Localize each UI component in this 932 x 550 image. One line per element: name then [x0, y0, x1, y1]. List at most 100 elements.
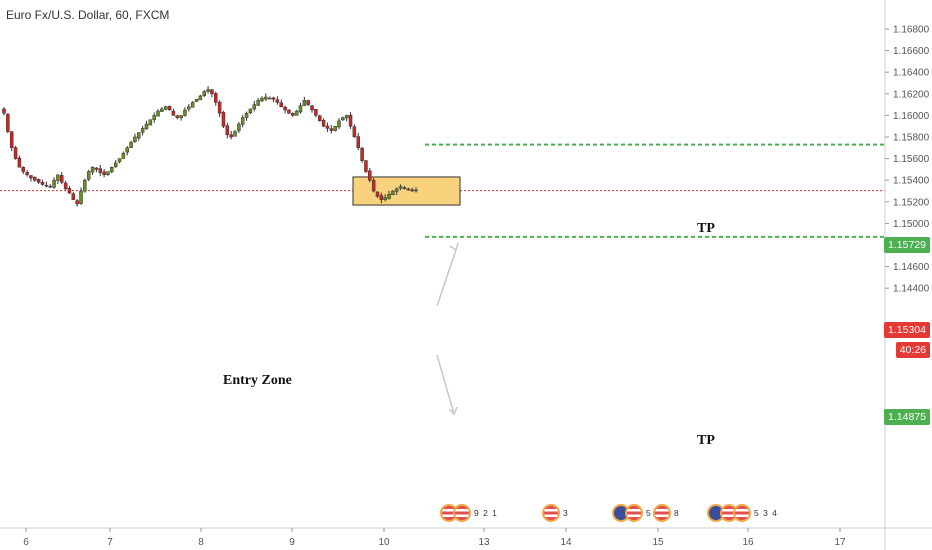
time-tick-label: 14: [560, 537, 572, 548]
candle: [117, 158, 122, 164]
candle: [13, 146, 18, 160]
economic-event-marker[interactable]: 9 2 1: [440, 500, 498, 526]
candle-body: [121, 152, 126, 159]
candle-body: [160, 108, 164, 112]
economic-event-marker[interactable]: 5 4: [612, 500, 661, 526]
candle-body: [248, 108, 253, 114]
us-flag-icon: [733, 504, 751, 522]
candle: [360, 146, 364, 163]
candle: [348, 112, 353, 129]
candle: [163, 105, 168, 111]
candle: [391, 190, 395, 196]
time-tick-label: 13: [478, 537, 490, 548]
candle: [368, 168, 372, 183]
candle: [333, 125, 337, 132]
entry-zone-box[interactable]: [352, 176, 461, 206]
candle-body: [379, 195, 384, 200]
candle-body: [279, 102, 283, 108]
candle-body: [406, 188, 411, 191]
candle: [233, 129, 237, 137]
time-tick-label: 9: [289, 537, 295, 548]
candle: [21, 166, 26, 175]
candle: [279, 99, 283, 108]
us-flag-icon: [625, 504, 643, 522]
candle: [102, 169, 106, 178]
candle: [125, 146, 129, 156]
candle: [229, 131, 233, 140]
economic-event-count: 5 4: [646, 508, 660, 518]
candle-body: [156, 110, 160, 117]
candle: [298, 102, 303, 114]
economic-event-marker[interactable]: 8: [653, 500, 680, 526]
candle-body: [252, 104, 257, 110]
candle: [160, 107, 164, 112]
candle: [267, 96, 272, 100]
candle: [187, 104, 191, 112]
candle: [302, 96, 307, 106]
candle: [2, 107, 6, 116]
economic-event-marker[interactable]: 3: [542, 500, 569, 526]
candle: [256, 97, 260, 106]
candle-body: [71, 193, 76, 200]
entry-zone-label: Entry Zone: [223, 373, 292, 388]
candle-body: [2, 108, 6, 114]
candle: [283, 105, 287, 114]
candle-body: [360, 147, 364, 162]
candle-body: [391, 190, 395, 196]
candle: [341, 116, 345, 122]
candle-body: [90, 166, 95, 173]
candle: [17, 155, 22, 168]
candle-body: [198, 95, 203, 101]
candle-body: [75, 200, 79, 205]
candle: [94, 167, 99, 173]
candle-body: [298, 105, 303, 113]
candle: [321, 118, 326, 128]
candle-body: [56, 174, 60, 181]
down-arrow-head: [448, 406, 458, 416]
candle: [414, 187, 418, 193]
candle-body: [194, 98, 199, 102]
candle-body: [17, 157, 22, 168]
candle: [71, 192, 76, 200]
candle-body: [344, 115, 349, 119]
candle: [402, 185, 407, 190]
time-tick-label: 8: [198, 537, 204, 548]
economic-event-marker[interactable]: 5 3 4: [707, 500, 778, 526]
candle-body: [183, 109, 187, 116]
candle-body: [187, 106, 191, 110]
candle: [314, 108, 318, 118]
candle: [52, 177, 56, 189]
candle: [214, 91, 218, 106]
candle: [306, 99, 310, 107]
candle-body: [36, 178, 41, 183]
candle-body: [79, 190, 83, 204]
candle: [252, 100, 257, 112]
candle-body: [233, 131, 237, 137]
candle: [244, 111, 249, 121]
candle: [217, 100, 222, 117]
price-tick-label: 1.14400: [893, 284, 930, 295]
candle-body: [210, 89, 214, 95]
time-tick-label: 17: [834, 537, 846, 548]
candle-body: [275, 99, 280, 103]
chart-title: Euro Fx/U.S. Dollar, 60, FXCM: [6, 8, 170, 22]
candle-body: [86, 171, 91, 180]
candle-body: [310, 105, 314, 111]
candle-body: [83, 179, 87, 192]
candle: [210, 89, 214, 98]
economic-event-count: 3: [563, 508, 569, 518]
candle: [167, 105, 172, 111]
candle-body: [271, 97, 276, 100]
price-axis: 1.16800 1.16600 1.16400 1.16200 1.16000 1.158…: [884, 0, 930, 550]
candle-body: [140, 128, 145, 133]
price-tick-label: 1.16400: [893, 68, 930, 79]
candle-body: [206, 89, 210, 92]
candle-body: [171, 110, 176, 116]
candle: [175, 115, 180, 120]
candle: [275, 96, 280, 105]
candle-body: [283, 106, 287, 111]
candle-body: [94, 167, 99, 170]
current-price-badge: 1.15304: [884, 322, 930, 338]
candle: [364, 160, 368, 174]
